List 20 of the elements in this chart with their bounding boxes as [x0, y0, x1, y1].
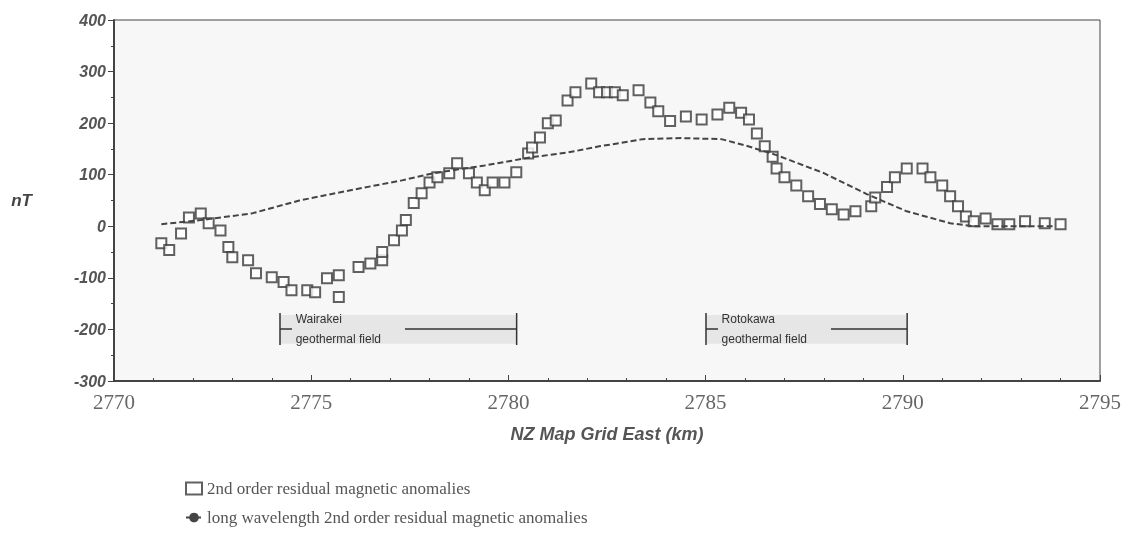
x-tick-label: 2785	[684, 389, 727, 414]
y-tick-label: -100	[73, 269, 107, 287]
y-axis-title: nT	[11, 191, 34, 210]
x-tick-label: 2780	[487, 389, 530, 414]
y-tick-label: -300	[73, 372, 107, 390]
x-tick-label: 2770	[93, 389, 135, 414]
y-tick-label: 0	[97, 217, 107, 235]
legend-label: long wavelength 2nd order residual magnetic anomalies	[207, 508, 588, 527]
band-label: Wairakei geothermal field	[295, 312, 382, 347]
x-tick-label: 2790	[881, 389, 924, 414]
x-tick-label: 2795	[1079, 389, 1121, 414]
y-tick-label: 300	[79, 63, 107, 81]
y-tick-label: 200	[78, 114, 107, 132]
y-tick-label: -200	[73, 320, 107, 338]
x-tick-label: 2775	[290, 389, 333, 414]
y-tick-label: 100	[79, 166, 107, 184]
y-tick-label: 400	[78, 11, 107, 29]
legend-label: 2nd order residual magnetic anomalies	[207, 479, 471, 498]
band-label: Rotokawa geothermal field	[721, 312, 807, 347]
x-axis-title: NZ Map Grid East (km)	[510, 424, 704, 444]
